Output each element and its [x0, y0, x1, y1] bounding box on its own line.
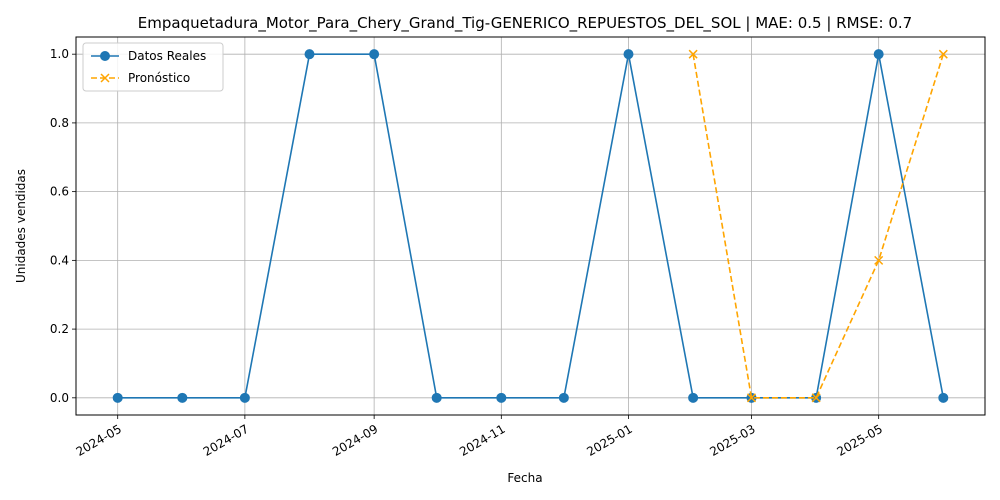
data-point — [688, 49, 698, 59]
y-tick-label: 0.4 — [50, 253, 69, 267]
x-axis-label: Fecha — [507, 471, 542, 485]
legend-marker — [100, 51, 110, 61]
data-point — [496, 392, 507, 403]
data-point — [938, 392, 949, 403]
series-layer — [112, 49, 949, 403]
data-point — [239, 392, 250, 403]
legend-item: Pronóstico — [91, 71, 190, 85]
legend-label: Pronóstico — [128, 71, 190, 85]
y-axis-label: Unidades vendidas — [14, 169, 28, 283]
data-point — [112, 392, 123, 403]
data-point — [431, 392, 442, 403]
chart-title: Empaquetadura_Motor_Para_Chery_Grand_Tig… — [138, 14, 912, 33]
data-point — [177, 392, 188, 403]
data-point — [369, 49, 380, 60]
data-point — [304, 49, 315, 60]
legend-label: Datos Reales — [128, 49, 206, 63]
data-point — [811, 393, 821, 403]
legend-marker — [100, 73, 110, 83]
data-point — [623, 49, 634, 60]
data-point — [558, 392, 569, 403]
y-tick-label: 1.0 — [50, 47, 69, 61]
series-pronostico — [688, 49, 948, 403]
data-point — [873, 49, 884, 60]
y-tick-label: 0.0 — [50, 391, 69, 405]
data-point — [746, 393, 757, 403]
series-line — [117, 53, 945, 399]
legend-box — [82, 42, 224, 92]
data-point — [874, 255, 884, 265]
legend: Datos Reales Pronóstico — [82, 42, 224, 92]
data-point — [938, 49, 948, 59]
y-tick-label: 0.8 — [50, 116, 69, 130]
y-tick-label: 0.6 — [50, 185, 69, 199]
y-tick-label: 0.2 — [50, 322, 69, 336]
plot-frame — [75, 36, 986, 416]
data-point — [688, 392, 699, 403]
legend-item: Datos Reales — [91, 49, 206, 63]
